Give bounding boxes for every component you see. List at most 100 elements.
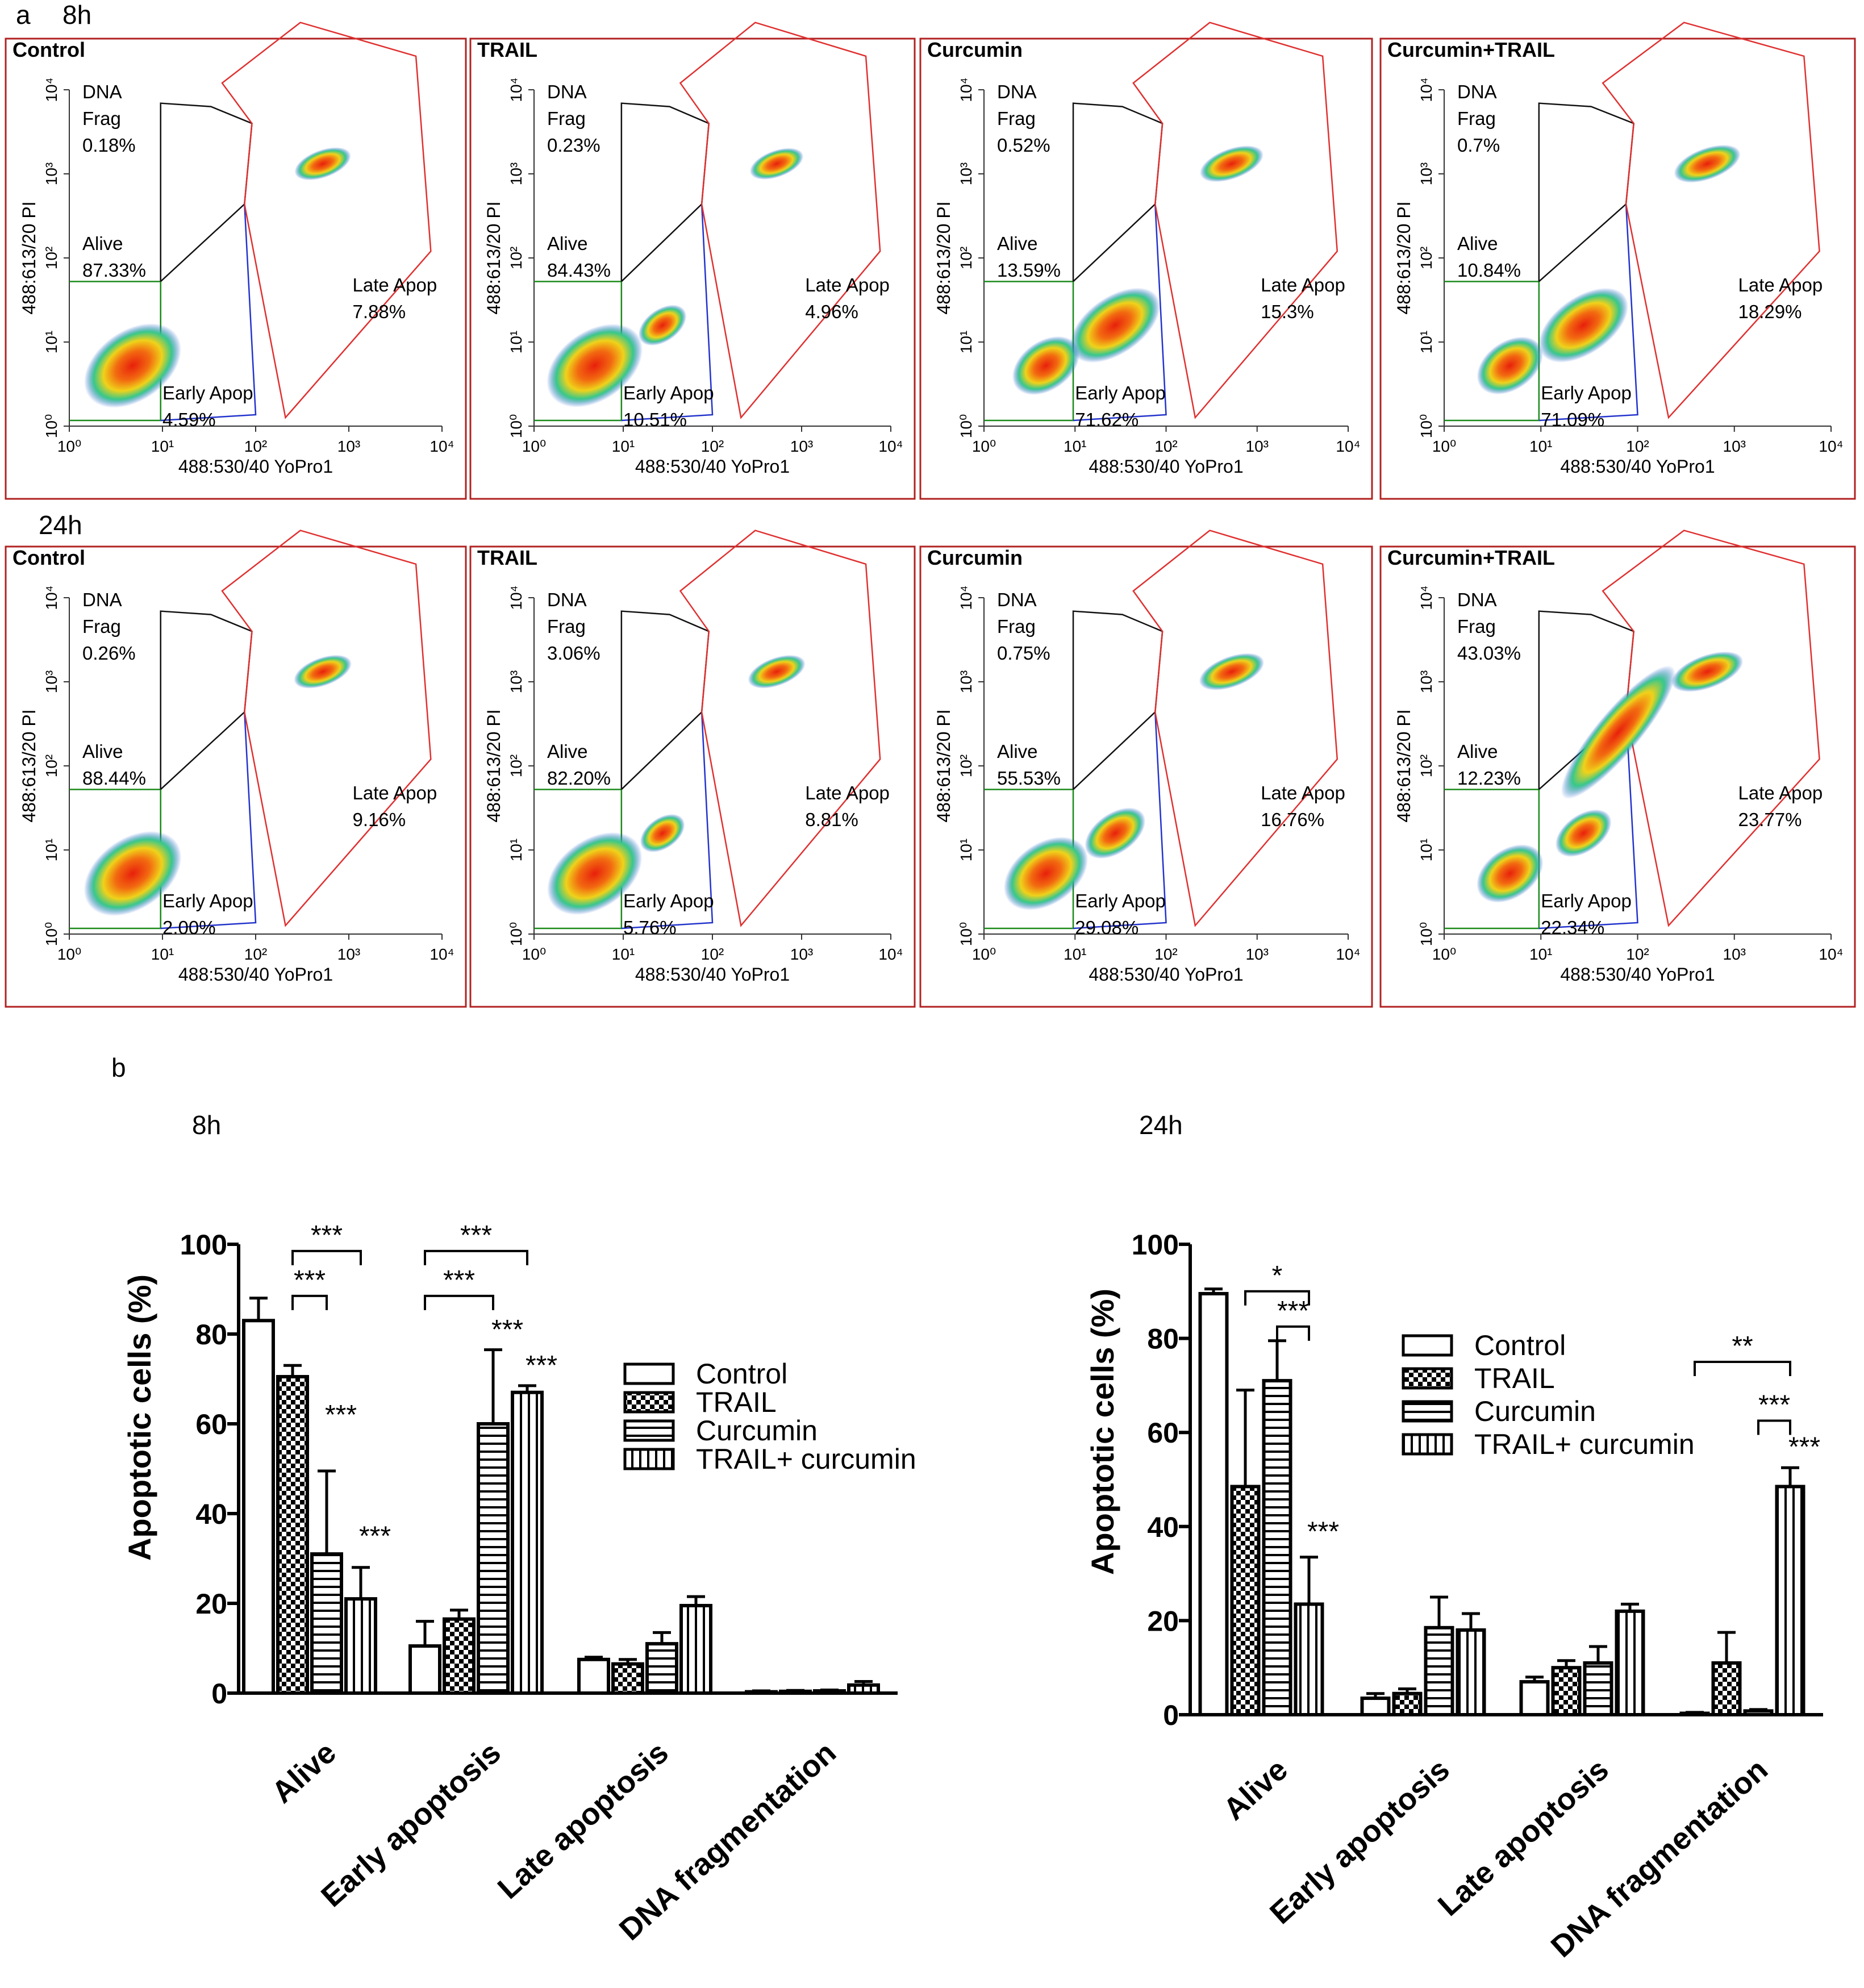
plot-frame — [1379, 545, 1856, 1008]
bar-trailcurcumin — [1456, 1628, 1486, 1716]
late-population — [749, 148, 804, 180]
x-tick-label: 10³ — [790, 945, 813, 963]
alive-gate-label: Alive — [997, 233, 1038, 254]
bar-trail — [611, 1662, 644, 1695]
alive-percent: 12.23% — [1457, 768, 1521, 789]
late-apop-percent: 15.3% — [1261, 301, 1314, 322]
early-population — [638, 305, 687, 346]
y-tick-label: 10¹ — [43, 839, 60, 861]
y-axis-label: 488:613/20 PI — [933, 201, 954, 314]
dna-frag-gate — [1072, 102, 1164, 282]
bar-trailcurcumin — [1294, 1602, 1324, 1716]
x-tick-label: 10² — [701, 945, 724, 963]
x-tick-label: 10¹ — [1529, 945, 1552, 963]
early-apop-gate-label: Early Apop — [1075, 382, 1166, 403]
dna-frag-gate-label: Frag — [547, 108, 586, 129]
late-apop-gate — [1602, 22, 1820, 419]
y-tick-label: 10³ — [43, 162, 60, 185]
dna-frag-gate-label: Frag — [82, 616, 121, 637]
alive-gate-label: Alive — [997, 741, 1038, 762]
significance-stars: *** — [443, 1265, 475, 1295]
chart-8h-ylabel: Apoptotic cells (%) — [122, 1274, 157, 1561]
early-apop-gate — [621, 204, 714, 422]
alive-gate-label: Alive — [82, 741, 123, 762]
y-tick-label: 10⁴ — [957, 77, 975, 102]
late-apop-gate — [1132, 530, 1338, 927]
y-tick-label: 10⁰ — [1417, 922, 1435, 946]
early-apop-gate-label: Early Apop — [162, 890, 253, 911]
dna-frag-gate — [160, 102, 253, 282]
significance-stars: *** — [1277, 1296, 1309, 1326]
y-axis-label: 488:613/20 PI — [1394, 201, 1414, 314]
bar-control — [1360, 1697, 1391, 1717]
x-tick-label: 10² — [1626, 437, 1649, 455]
y-axis-label: 488:613/20 PI — [483, 201, 504, 314]
alive-population — [84, 323, 181, 408]
late-apop-percent: 23.77% — [1738, 809, 1802, 830]
x-tick-label: 10³ — [1246, 945, 1269, 963]
alive-population — [547, 323, 643, 407]
bar-curcumin — [1262, 1379, 1292, 1717]
y-tick-label: 10⁴ — [1417, 77, 1435, 102]
dna-frag-gate-label: DNA — [547, 81, 587, 102]
y-tick-label: 10⁴ — [43, 585, 60, 610]
early-apop-gate — [160, 712, 257, 930]
category-label: Late apoptosis — [491, 1735, 675, 1906]
bar-trail — [1392, 1691, 1423, 1716]
dna-frag-gate-label: DNA — [997, 589, 1037, 610]
late-population — [294, 147, 351, 181]
late-apop-percent: 18.29% — [1738, 301, 1802, 322]
late-apop-gate — [221, 530, 432, 927]
y-axis-label: 488:613/20 PI — [1394, 709, 1414, 822]
significance-stars: *** — [1307, 1517, 1339, 1547]
alive-population — [1012, 336, 1080, 395]
panel-b-label: b — [111, 1053, 126, 1082]
alive-population — [1477, 336, 1543, 395]
y-tick-label: 10⁰ — [957, 922, 975, 946]
plot-title: Control — [12, 38, 85, 61]
legend-swatch — [1402, 1433, 1453, 1456]
dna-frag-gate-label: DNA — [997, 81, 1037, 102]
x-tick-label: 10¹ — [612, 437, 635, 455]
x-tick-label: 10³ — [1723, 945, 1746, 963]
alive-gate-label: Alive — [547, 741, 588, 762]
bar-curcumin — [310, 1552, 343, 1695]
y-tick-label: 10⁴ — [957, 585, 975, 610]
bar-trailcurcumin — [1775, 1485, 1805, 1716]
early-apop-percent: 71.09% — [1541, 409, 1604, 430]
y-axis-label: 488:613/20 PI — [19, 709, 39, 822]
plot-frame — [5, 545, 467, 1008]
dna-frag-percent: 0.18% — [82, 135, 136, 156]
alive-population — [1003, 836, 1089, 911]
x-tick-label: 10¹ — [151, 437, 174, 455]
significance-bracket — [1694, 1361, 1791, 1376]
y-tick-label: 10² — [43, 755, 60, 777]
y-tick-label: 10² — [507, 755, 525, 777]
y-tick-label: 10² — [957, 755, 975, 777]
y-tick-label: 10⁰ — [507, 414, 525, 438]
early-apop-gate-label: Early Apop — [1541, 890, 1632, 911]
y-tick-label: 40 — [195, 1498, 227, 1530]
dna-frag-gate-label: DNA — [1457, 589, 1497, 610]
late-apop-gate-label: Late Apop — [1261, 782, 1345, 803]
y-tick-label: 10³ — [507, 162, 525, 185]
bar-trail — [1230, 1485, 1261, 1716]
plot-frame — [5, 37, 467, 500]
x-tick-label: 10⁰ — [57, 437, 81, 455]
plot-title: Curcumin — [927, 38, 1023, 61]
late-apop-gate-label: Late Apop — [353, 782, 437, 803]
significance-bracket — [291, 1294, 328, 1310]
late-apop-gate — [679, 22, 881, 419]
x-axis-label: 488:530/40 YoPro1 — [1560, 456, 1715, 477]
y-tick-label: 10³ — [1417, 670, 1435, 693]
bar-curcumin — [1743, 1709, 1774, 1716]
dna-frag-percent: 0.7% — [1457, 135, 1500, 156]
x-tick-label: 10⁰ — [972, 945, 996, 963]
dna-frag-gate — [1538, 102, 1635, 282]
dna-frag-gate-label: Frag — [997, 616, 1036, 637]
significance-stars: ** — [1732, 1331, 1753, 1361]
